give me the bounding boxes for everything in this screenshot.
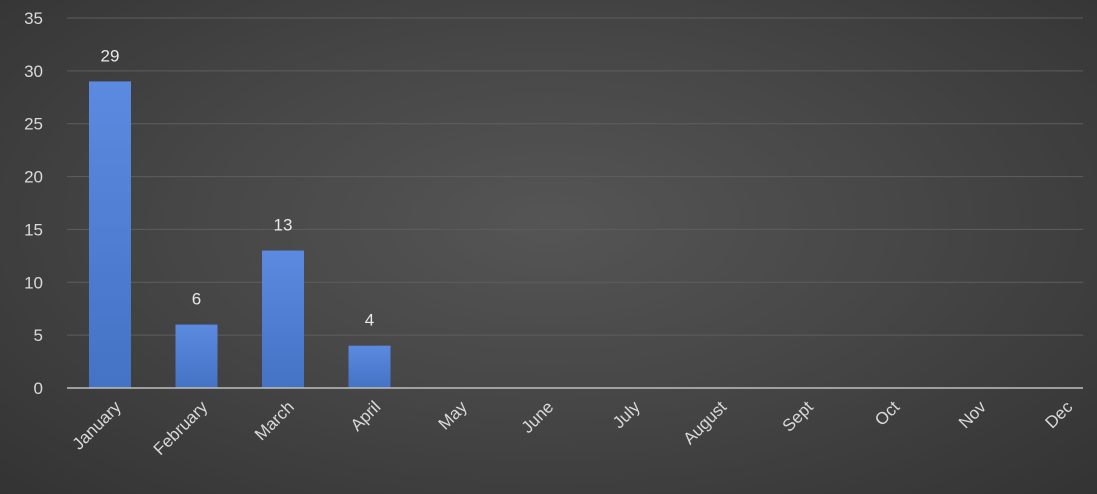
x-category-label-nov: Nov: [955, 397, 990, 432]
x-category-label-march: March: [251, 397, 298, 444]
x-category-label-oct: Oct: [871, 397, 903, 429]
x-axis-category-labels: January February March April May June July Augu…: [69, 397, 1077, 459]
y-tick-label: 15: [24, 220, 43, 239]
x-category-label-january: January: [69, 397, 126, 454]
x-category-label-june: June: [518, 397, 558, 437]
data-label-january: 29: [101, 46, 120, 65]
y-tick-label: 5: [34, 326, 43, 345]
bar-april: [348, 345, 391, 388]
y-tick-label: 30: [24, 62, 43, 81]
data-label-march: 13: [274, 216, 293, 235]
x-category-label-dec: Dec: [1042, 397, 1077, 432]
y-tick-label: 25: [24, 115, 43, 134]
y-tick-label: 20: [24, 168, 43, 187]
x-category-label-july: July: [609, 397, 644, 432]
data-labels: 29 6 13 4: [101, 46, 375, 329]
y-axis-tick-labels: 0 5 10 15 20 25 30 35: [24, 9, 43, 398]
x-category-label-february: February: [150, 397, 212, 459]
x-category-label-may: May: [435, 397, 471, 433]
x-category-label-april: April: [347, 397, 384, 434]
y-tick-label: 0: [34, 379, 43, 398]
x-category-label-sept: Sept: [779, 397, 817, 435]
bar-february: [175, 324, 218, 388]
x-category-label-august: August: [679, 397, 730, 448]
bars: [89, 81, 391, 388]
data-label-february: 6: [192, 290, 201, 309]
data-label-april: 4: [365, 311, 374, 330]
bar-march: [262, 250, 304, 388]
y-tick-label: 10: [24, 273, 43, 292]
bar-january: [89, 81, 131, 388]
gridlines: [67, 17, 1083, 336]
y-tick-label: 35: [24, 9, 43, 28]
